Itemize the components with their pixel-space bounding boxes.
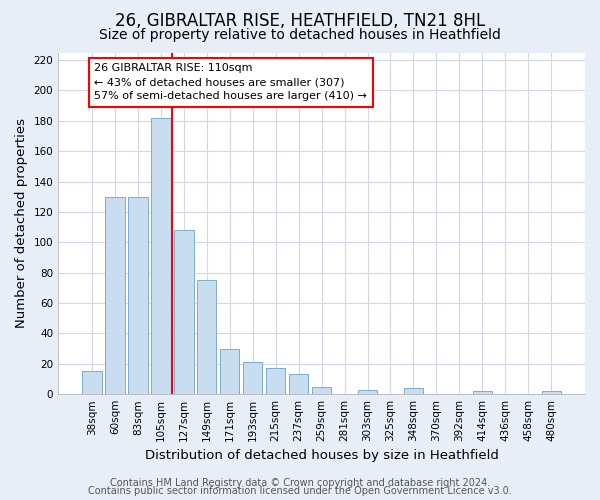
Text: Size of property relative to detached houses in Heathfield: Size of property relative to detached ho… bbox=[99, 28, 501, 42]
Text: 26 GIBRALTAR RISE: 110sqm
← 43% of detached houses are smaller (307)
57% of semi: 26 GIBRALTAR RISE: 110sqm ← 43% of detac… bbox=[94, 63, 367, 101]
Bar bbox=[266, 368, 286, 394]
Bar bbox=[404, 388, 423, 394]
Y-axis label: Number of detached properties: Number of detached properties bbox=[15, 118, 28, 328]
Bar bbox=[105, 197, 125, 394]
Text: Contains HM Land Registry data © Crown copyright and database right 2024.: Contains HM Land Registry data © Crown c… bbox=[110, 478, 490, 488]
Bar bbox=[82, 372, 101, 394]
Bar bbox=[220, 348, 239, 394]
X-axis label: Distribution of detached houses by size in Heathfield: Distribution of detached houses by size … bbox=[145, 450, 499, 462]
Bar bbox=[151, 118, 170, 394]
Text: Contains public sector information licensed under the Open Government Licence v3: Contains public sector information licen… bbox=[88, 486, 512, 496]
Text: 26, GIBRALTAR RISE, HEATHFIELD, TN21 8HL: 26, GIBRALTAR RISE, HEATHFIELD, TN21 8HL bbox=[115, 12, 485, 30]
Bar bbox=[312, 386, 331, 394]
Bar bbox=[128, 197, 148, 394]
Bar bbox=[174, 230, 194, 394]
Bar bbox=[473, 391, 492, 394]
Bar bbox=[542, 391, 561, 394]
Bar bbox=[358, 390, 377, 394]
Bar bbox=[197, 280, 217, 394]
Bar bbox=[243, 362, 262, 394]
Bar bbox=[289, 374, 308, 394]
